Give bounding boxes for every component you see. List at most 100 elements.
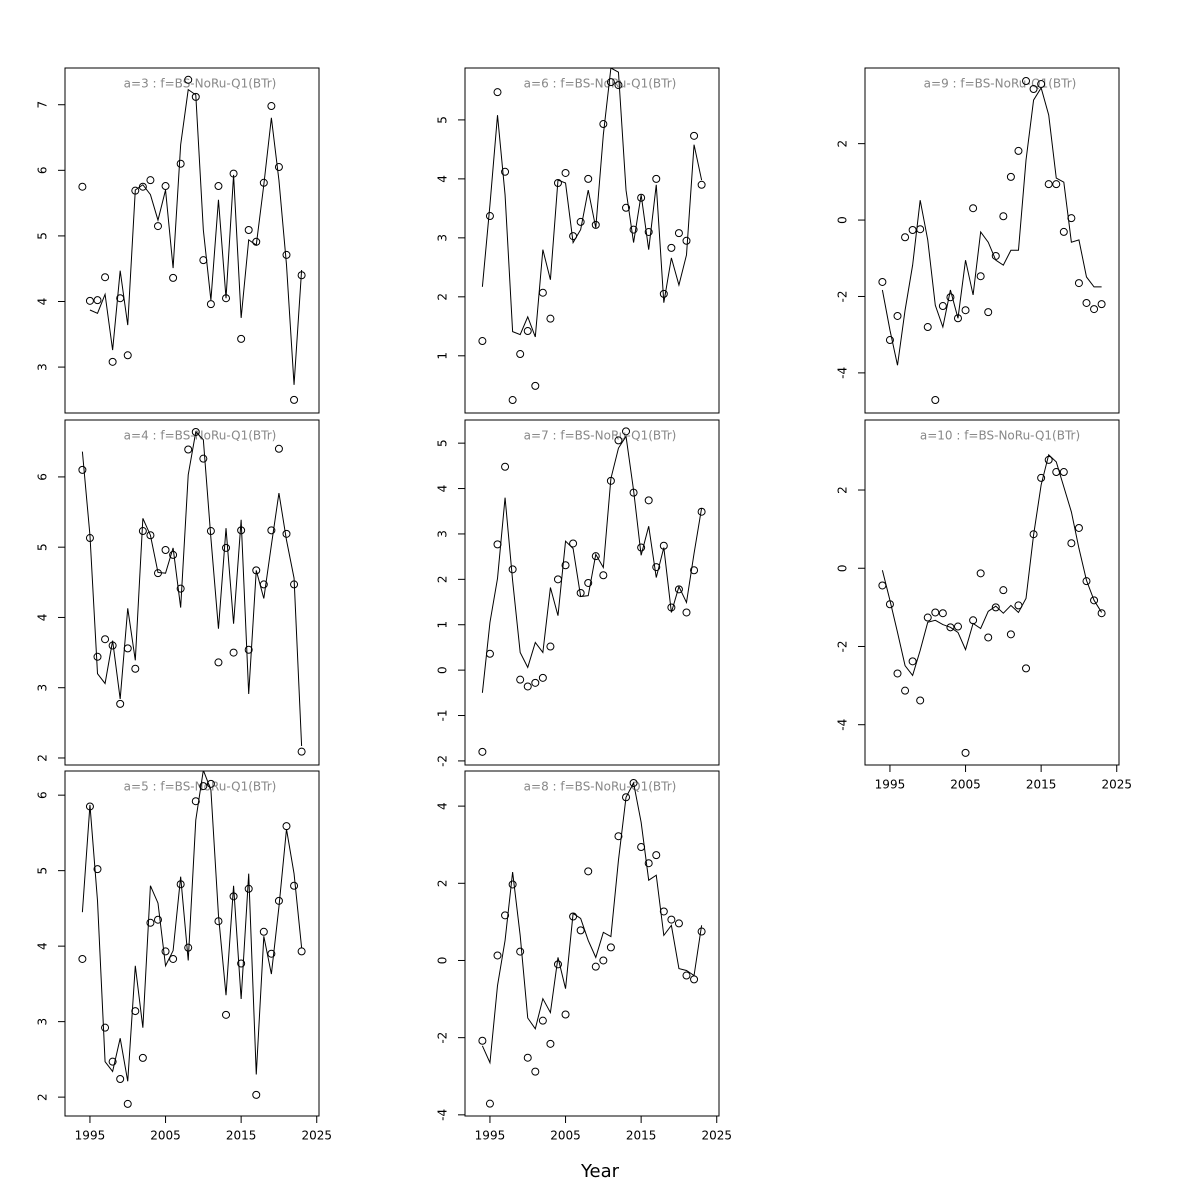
data-point xyxy=(999,212,1008,221)
y-tick-label: 2 xyxy=(836,140,850,148)
data-point xyxy=(1037,473,1046,482)
panel-title: a=10 : f=BS-NoRu-Q1(BTr) xyxy=(920,429,1080,443)
data-point xyxy=(584,867,593,876)
data-point xyxy=(946,623,955,632)
data-point xyxy=(878,277,887,286)
data-point xyxy=(606,943,615,952)
panel-title: a=7 : f=BS-NoRu-Q1(BTr) xyxy=(524,429,677,443)
plot-area xyxy=(878,453,1106,757)
data-point xyxy=(153,222,162,231)
y-tick-label: 3 xyxy=(36,1018,50,1026)
data-point xyxy=(538,1016,547,1025)
data-point xyxy=(222,543,231,552)
data-point xyxy=(1082,298,1091,307)
data-point xyxy=(893,669,902,678)
data-point xyxy=(138,1053,147,1062)
data-point xyxy=(682,971,691,980)
data-point xyxy=(1006,630,1015,639)
x-tick-label: 2015 xyxy=(1026,778,1057,792)
data-point xyxy=(916,696,925,705)
data-point xyxy=(614,832,623,841)
data-point xyxy=(176,584,185,593)
data-point xyxy=(169,273,178,282)
data-point xyxy=(123,351,132,360)
data-point xyxy=(131,664,140,673)
data-point xyxy=(644,227,653,236)
data-point xyxy=(146,531,155,540)
data-point xyxy=(629,778,638,787)
data-point xyxy=(101,273,110,282)
data-point xyxy=(93,865,102,874)
data-point xyxy=(991,603,1000,612)
data-point xyxy=(146,918,155,927)
data-point xyxy=(953,622,962,631)
data-point xyxy=(199,782,208,791)
data-point xyxy=(591,552,600,561)
panel-frame xyxy=(64,67,320,414)
data-point xyxy=(1074,523,1083,532)
panel-frame xyxy=(864,67,1120,414)
y-tick-label: 3 xyxy=(436,530,450,538)
y-tick-label: 5 xyxy=(36,543,50,551)
y-tick-label: -2 xyxy=(436,755,450,767)
data-point xyxy=(690,566,699,575)
data-point xyxy=(908,657,917,666)
data-point xyxy=(508,396,517,405)
data-point xyxy=(290,881,299,890)
data-point xyxy=(485,212,494,221)
y-tick-label: 5 xyxy=(436,439,450,447)
data-point xyxy=(538,673,547,682)
data-point xyxy=(252,1090,261,1099)
data-point xyxy=(674,229,683,238)
data-point xyxy=(644,496,653,505)
data-point xyxy=(599,956,608,965)
y-tick-label: 2 xyxy=(436,879,450,887)
data-point xyxy=(614,81,623,90)
data-point xyxy=(478,747,487,756)
data-point xyxy=(622,427,631,436)
x-tick-label: 2025 xyxy=(701,1129,732,1143)
data-point xyxy=(131,1007,140,1016)
data-point xyxy=(1090,305,1099,314)
data-point xyxy=(146,176,155,185)
data-point xyxy=(667,243,676,252)
x-tick-label: 1995 xyxy=(475,1129,506,1143)
data-point xyxy=(591,962,600,971)
data-point xyxy=(191,427,200,436)
panel: a=4 : f=BS-NoRu-Q1(BTr) 2 3 4 5 6 xyxy=(36,419,320,766)
data-point xyxy=(93,296,102,305)
y-tick-label: 5 xyxy=(436,116,450,124)
data-point xyxy=(652,851,661,860)
data-point xyxy=(282,250,291,259)
data-point xyxy=(946,293,955,302)
data-point xyxy=(931,608,940,617)
data-point xyxy=(116,1075,125,1084)
data-point xyxy=(599,120,608,129)
data-point xyxy=(576,217,585,226)
data-point xyxy=(516,947,525,956)
y-tick-label: 7 xyxy=(36,101,50,109)
data-point xyxy=(290,395,299,404)
data-point xyxy=(546,1039,555,1048)
data-point xyxy=(923,323,932,332)
y-tick-label: 1 xyxy=(436,352,450,360)
y-tick-label: -4 xyxy=(836,367,850,379)
data-point xyxy=(244,226,253,235)
y-tick-label: 4 xyxy=(436,485,450,493)
panel: a=3 : f=BS-NoRu-Q1(BTr) 3 4 5 6 7 xyxy=(36,67,320,414)
data-line xyxy=(881,453,1103,677)
plot-area xyxy=(478,427,706,756)
data-point xyxy=(78,182,87,191)
data-point xyxy=(501,911,510,920)
data-point xyxy=(561,168,570,177)
panel: a=8 : f=BS-NoRu-Q1(BTr) -4 -2 0 2 4 1995 2005 20… xyxy=(436,770,732,1143)
data-point xyxy=(244,645,253,654)
x-tick-label: 2025 xyxy=(301,1129,332,1143)
y-tick-label: 0 xyxy=(436,666,450,674)
data-point xyxy=(501,167,510,176)
data-point xyxy=(584,578,593,587)
x-tick-label: 2005 xyxy=(950,778,981,792)
y-tick-label: 2 xyxy=(36,754,50,762)
data-point xyxy=(1082,577,1091,586)
